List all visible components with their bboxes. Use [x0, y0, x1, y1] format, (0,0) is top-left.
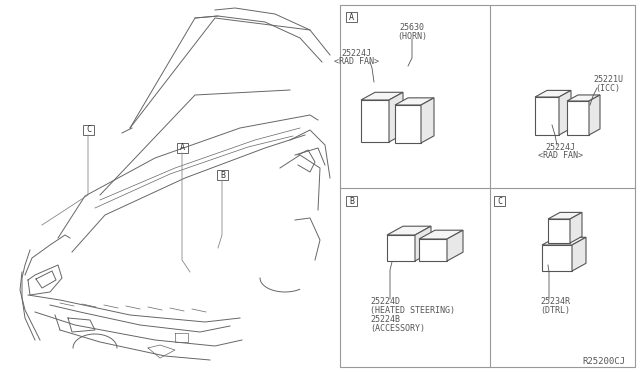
Bar: [217, 170, 228, 180]
Bar: [177, 143, 188, 153]
Polygon shape: [387, 235, 415, 261]
Polygon shape: [572, 237, 586, 271]
Text: R25200CJ: R25200CJ: [582, 357, 625, 366]
Polygon shape: [389, 92, 403, 142]
Text: 25221U: 25221U: [593, 76, 623, 84]
Text: <RAD FAN>: <RAD FAN>: [538, 151, 582, 160]
Polygon shape: [535, 90, 571, 97]
Text: 25224B: 25224B: [370, 315, 400, 324]
Text: 25234R: 25234R: [540, 298, 570, 307]
Text: (DTRL): (DTRL): [540, 307, 570, 315]
Text: A: A: [349, 13, 354, 22]
Polygon shape: [361, 100, 389, 142]
Text: <RAD FAN>: <RAD FAN>: [333, 58, 378, 67]
Polygon shape: [421, 98, 434, 143]
Polygon shape: [395, 105, 421, 143]
Text: 25224J: 25224J: [341, 49, 371, 58]
Text: (ACCESSORY): (ACCESSORY): [370, 324, 425, 334]
Polygon shape: [415, 226, 431, 261]
Polygon shape: [548, 219, 570, 243]
Polygon shape: [395, 98, 434, 105]
Text: (ICC): (ICC): [595, 83, 621, 93]
Polygon shape: [548, 212, 582, 219]
Polygon shape: [567, 101, 589, 135]
Text: C: C: [86, 125, 91, 135]
Polygon shape: [361, 92, 403, 100]
Bar: [346, 12, 357, 22]
Text: (HORN): (HORN): [397, 32, 427, 41]
Polygon shape: [567, 95, 600, 101]
Text: B: B: [349, 196, 354, 205]
Text: 25224J: 25224J: [545, 144, 575, 153]
Polygon shape: [559, 90, 571, 135]
Polygon shape: [535, 97, 559, 135]
Polygon shape: [419, 239, 447, 261]
Text: 25224D: 25224D: [370, 298, 400, 307]
Polygon shape: [419, 230, 463, 239]
Polygon shape: [542, 237, 586, 245]
Polygon shape: [542, 245, 572, 271]
Bar: [494, 196, 505, 206]
Text: (HEATED STEERING): (HEATED STEERING): [370, 307, 455, 315]
Bar: [340, 5, 635, 367]
Text: A: A: [180, 144, 185, 153]
Text: 25630: 25630: [399, 23, 424, 32]
Polygon shape: [589, 95, 600, 135]
Text: C: C: [497, 196, 502, 205]
Bar: [83, 125, 94, 135]
Polygon shape: [570, 212, 582, 243]
Polygon shape: [447, 230, 463, 261]
Text: B: B: [220, 170, 225, 180]
Bar: [346, 196, 357, 206]
Polygon shape: [387, 226, 431, 235]
